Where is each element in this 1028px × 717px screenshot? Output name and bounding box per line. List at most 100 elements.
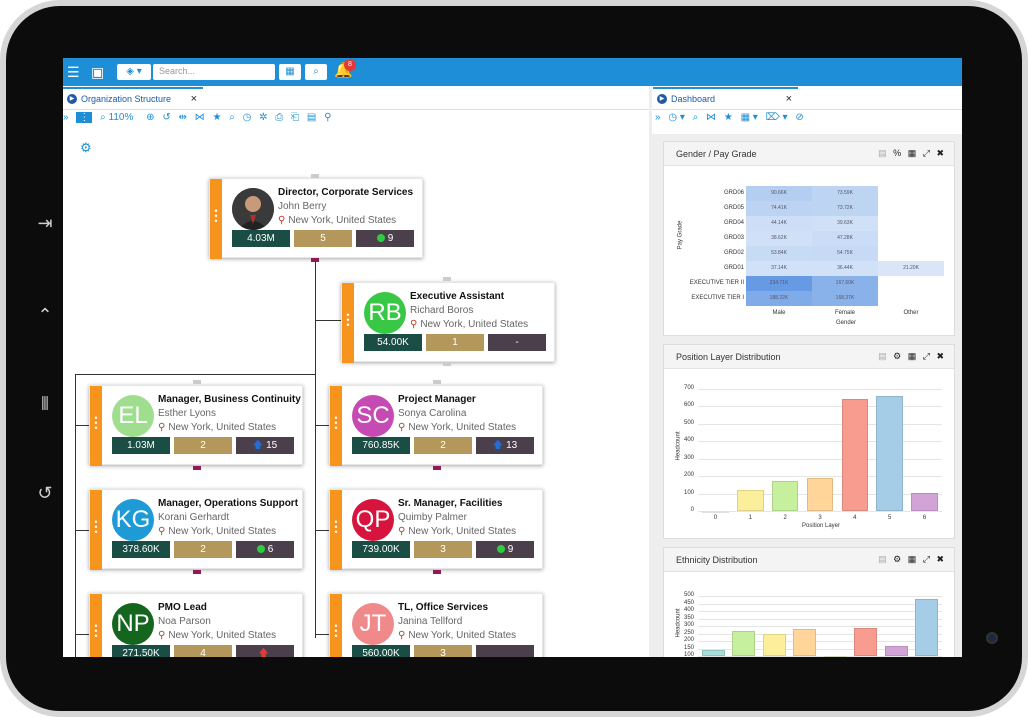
card-connector — [193, 570, 201, 574]
chevron-down-icon: ▼ — [263, 142, 270, 149]
reset-icon[interactable]: ↺ — [162, 112, 171, 123]
exit-icon[interactable]: ⇥ — [37, 213, 53, 233]
pdf-icon[interactable]: ▤ — [306, 112, 317, 123]
maximize-icon[interactable]: ⤢ — [922, 148, 932, 158]
drag-handle[interactable]: • • • — [90, 386, 102, 466]
org-card[interactable]: • • • EL Manager, Business Continuity Esth… — [89, 385, 303, 466]
org-connector-line — [75, 530, 89, 531]
org-card[interactable]: • • • KG Manager, Operations Support Koran… — [89, 489, 303, 570]
ethnicity-panel: Ethnicity Distribution ▤ ⚙ ▦ ⤢ ✖ 100 150 2… — [663, 547, 955, 657]
tab-label: Dashboard — [671, 94, 716, 104]
close-icon[interactable]: × — [190, 93, 197, 105]
percent-icon[interactable]: % — [893, 148, 904, 158]
table-icon[interactable]: ▦ — [907, 554, 919, 564]
history-icon[interactable]: ◷ ▾ — [668, 112, 685, 123]
close-icon[interactable]: × — [785, 93, 792, 105]
home-icon[interactable]: ⌃ — [37, 305, 53, 325]
table-icon[interactable]: ▦ — [907, 351, 919, 361]
share-icon[interactable]: ⋈ — [706, 112, 717, 123]
print-icon[interactable]: ⎙ — [275, 112, 284, 123]
back-icon[interactable]: ↺ — [37, 483, 53, 503]
gear-icon[interactable]: ⚙ — [893, 351, 904, 361]
layers-dropdown[interactable]: ◈ ▾ — [117, 64, 151, 80]
expand-icon[interactable]: » — [655, 112, 661, 123]
drag-handle[interactable]: • • • — [90, 490, 102, 570]
tab-dashboard[interactable]: ▶ Dashboard × — [653, 87, 798, 109]
table-icon[interactable]: ▦ — [907, 148, 919, 158]
gridline — [698, 406, 942, 408]
expand-icon[interactable]: » — [63, 112, 69, 123]
hamburger-icon[interactable]: ☰ — [67, 64, 80, 80]
close-icon[interactable]: ✖ — [936, 554, 946, 564]
maximize-icon[interactable]: ⤢ — [922, 351, 932, 361]
filter-icon[interactable]: ▤ — [878, 351, 889, 361]
ethnicity-bar-chart: 100 150 200 250 300 350 400 450 500 — [664, 572, 954, 657]
zoom-icon[interactable]: ⌕ 110% — [100, 112, 134, 123]
org-card[interactable]: • • • JT TL, Office Services Janina Tellfo… — [329, 593, 543, 657]
search-input[interactable]: Search... — [153, 64, 275, 80]
gear-icon[interactable]: ⚙ — [80, 140, 92, 155]
org-card[interactable]: • • • SC Project Manager Sonya Carolina ⚲ N… — [329, 385, 543, 466]
location-icon[interactable]: ⚲ — [324, 112, 332, 123]
star-icon[interactable]: ★ — [723, 112, 733, 123]
org-card[interactable]: • • • QP Sr. Manager, Facilities Quimby Pa… — [329, 489, 543, 570]
export-icon[interactable]: ⎗ — [291, 112, 300, 123]
drag-handle[interactable]: • • • — [342, 283, 354, 363]
pane-divider[interactable] — [649, 86, 652, 657]
filter-icon[interactable]: ▤ — [878, 148, 889, 158]
drag-handle[interactable]: • • • — [330, 386, 342, 466]
card-connector — [193, 466, 201, 470]
salary-dropdown[interactable]: Total Salary (USD) ▼ — [106, 138, 276, 158]
span-value: 9 — [387, 233, 394, 244]
heatmap-row-label: EXECUTIVE TIER II — [689, 280, 744, 286]
card-name: Noa Parson — [158, 616, 211, 627]
y-tick-label: 150 — [683, 644, 694, 651]
share-icon[interactable]: ⋈ — [194, 112, 205, 123]
menu-icon[interactable]: ⦀ — [41, 394, 49, 414]
tag-icon[interactable]: ⌦ ▾ — [765, 112, 788, 123]
tab-organization-structure[interactable]: ▶ Organization Structure × — [63, 87, 203, 109]
avatar: QP — [352, 499, 394, 541]
more-icon[interactable]: ⋮ — [76, 112, 93, 123]
drag-handle[interactable]: • • • — [90, 594, 102, 657]
heatmap-row-label: GRD03 — [723, 235, 744, 241]
span-dropdown[interactable]: Span of Control ▼ — [467, 138, 637, 158]
y-tick-label: 300 — [683, 454, 694, 461]
star-icon[interactable]: ★ — [212, 112, 222, 123]
drag-handle[interactable]: • • • — [330, 490, 342, 570]
card-title: PMO Lead — [158, 602, 207, 613]
settings-icon[interactable]: ✲ — [259, 112, 268, 123]
gridline — [698, 476, 942, 478]
depth-dropdown[interactable]: Depth ▼ — [286, 138, 456, 158]
card-location: ⚲ New York, United States — [398, 526, 516, 537]
close-icon[interactable]: ✖ — [936, 351, 946, 361]
gear-icon[interactable]: ⚙ — [893, 554, 904, 564]
location-text: New York, United States — [168, 422, 277, 433]
fit-icon[interactable]: ⇹ — [178, 112, 187, 123]
org-card[interactable]: • • • Director, Corporate Services John Be… — [209, 178, 423, 259]
bar — [884, 646, 908, 656]
search-icon[interactable]: ⌕ — [692, 112, 699, 123]
org-card[interactable]: • • • NP PMO Lead Noa Parson ⚲ New York, Un… — [89, 593, 303, 657]
filter-icon[interactable]: ▤ — [878, 554, 889, 564]
grid-icon[interactable]: ▦ ▾ — [740, 112, 758, 123]
heatmap-row-label: GRD04 — [723, 220, 744, 226]
zoom-in-icon[interactable]: ⊕ — [146, 112, 155, 123]
up-red-arrow-icon: 🡅 — [258, 648, 269, 657]
sync-icon[interactable]: ⊘ — [795, 112, 804, 123]
history-icon[interactable]: ◷ — [242, 112, 252, 123]
calendar-icon[interactable]: ▦ — [279, 64, 301, 80]
maximize-icon[interactable]: ⤢ — [922, 554, 932, 564]
search-icon[interactable]: ⌕ — [305, 64, 327, 80]
heatmap-cell: 21.20K — [878, 261, 944, 276]
find-icon[interactable]: ⌕ — [229, 112, 235, 123]
org-card[interactable]: • • • RB Executive Assistant Richard Boros… — [341, 282, 555, 363]
close-icon[interactable]: ✖ — [936, 148, 946, 158]
heatmap-cell: 73.59K — [812, 186, 878, 201]
heatmap-cell: 37.14K — [746, 261, 812, 276]
card-name: Janina Tellford — [398, 616, 463, 627]
bar — [915, 599, 939, 656]
drag-handle[interactable]: • • • — [210, 179, 222, 259]
drag-handle[interactable]: • • • — [330, 594, 342, 657]
panel-icon[interactable]: ▣ — [91, 64, 105, 80]
